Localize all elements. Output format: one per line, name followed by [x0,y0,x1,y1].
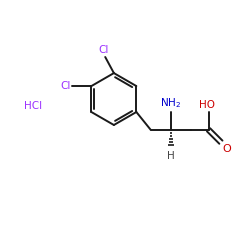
Text: O: O [223,144,232,154]
Text: H: H [167,151,175,161]
Text: Cl: Cl [99,45,109,55]
Text: HO: HO [199,100,215,110]
Text: HCl: HCl [24,102,42,112]
Text: Cl: Cl [60,81,71,91]
Text: NH$_2$: NH$_2$ [160,96,182,110]
